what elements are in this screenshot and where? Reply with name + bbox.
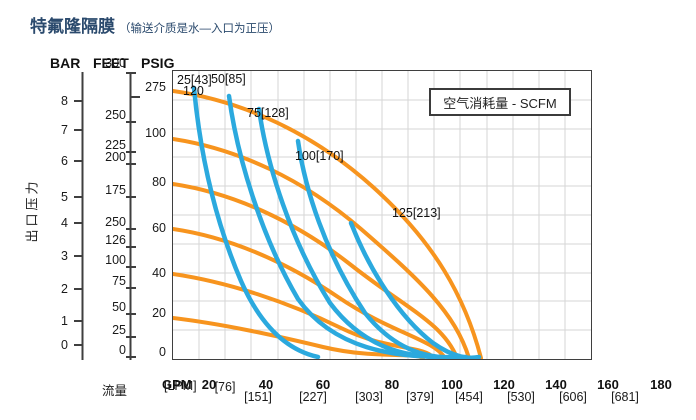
air-curve-25: [191, 85, 321, 359]
gpm-tick-label: 40: [258, 377, 274, 392]
lpm-tick-label: [151]: [244, 390, 272, 404]
y-axis-label: 出口压力: [24, 178, 40, 243]
feet-tick-label: 300: [105, 56, 126, 70]
pump-curve-60: [173, 227, 447, 359]
bar-tick-label: 2: [61, 282, 68, 296]
feet-tick-label: 250: [105, 108, 126, 122]
bar-tick-marks: [74, 100, 83, 346]
page-subtitle: （输送介质是水—入口为正压）: [119, 23, 280, 35]
feet-tick-label: 25: [112, 323, 126, 337]
psig-tick-label: 40: [152, 266, 166, 280]
psig-tick-label: 100: [145, 126, 166, 140]
lpm-tick-label: [379]: [406, 390, 434, 404]
psig-tick-label: 0: [159, 345, 166, 359]
feet-tick-label: 225: [105, 138, 126, 152]
feet-axis-header: FEET: [93, 55, 129, 71]
pump-curve-120: [173, 89, 483, 359]
air-curve-125-label: 125[213]: [392, 206, 441, 220]
feet-tick-label: 0: [119, 343, 126, 357]
lpm-tick-label: [76]: [214, 380, 236, 394]
left-axis-lines: [74, 72, 140, 360]
gpm-tick-label: 180: [650, 377, 672, 392]
psig-tick-label: 80: [152, 175, 166, 189]
air-curve-50: [226, 93, 439, 359]
feet-tick-label: 200: [105, 150, 126, 164]
bar-axis-header: BAR: [50, 55, 81, 71]
lpm-tick-label: [530]: [507, 390, 535, 404]
pump-curve-80: [173, 182, 459, 359]
bar-feet-axis-line: [81, 72, 132, 360]
legend-box: 空气消耗量 - SCFM: [429, 88, 571, 116]
feet-tick-label: 75: [112, 274, 126, 288]
bar-tick-label: 8: [61, 94, 68, 108]
bar-tick-label: 5: [61, 190, 68, 204]
feet-tick-label: 175: [105, 183, 126, 197]
air-curve-100-label: 100[170]: [295, 149, 344, 163]
gpm-tick-label: 160: [597, 377, 619, 392]
x-axis-unit-gpm: GPM: [162, 377, 192, 392]
bar-tick-label: 6: [61, 154, 68, 168]
feet-tick-label: 50: [112, 300, 126, 314]
legend-label: 空气消耗量 - SCFM: [443, 95, 557, 111]
feet-tick-label: 126: [105, 233, 126, 247]
air-curve-75-label: 75[128]: [247, 106, 289, 120]
curves-canvas: [173, 71, 591, 359]
bar-tick-label: 0: [61, 338, 68, 352]
x-axis-unit-lpm: [LPM]: [164, 379, 197, 393]
psig-axis-header: PSIG: [141, 55, 175, 71]
gpm-tick-label: 100: [441, 377, 463, 392]
air-curve-75: [256, 106, 454, 359]
bar-tick-label: 4: [61, 216, 68, 230]
lpm-tick-label: [303]: [355, 390, 383, 404]
feet-tick-label: 100: [105, 253, 126, 267]
gpm-tick-label: 140: [545, 377, 567, 392]
air-curve-125: [348, 220, 482, 359]
bar-tick-label: 7: [61, 123, 68, 137]
pump-curve-100: [173, 137, 471, 359]
chart-title-row: 特氟隆隔膜 （输送介质是水—入口为正压）: [30, 12, 280, 37]
gpm-tick-label: 80: [384, 377, 400, 392]
bar-tick-label: 1: [61, 314, 68, 328]
lpm-tick-label: [454]: [455, 390, 483, 404]
x-axis-label: 流量: [102, 384, 128, 398]
air-curve-100: [295, 138, 469, 359]
air-curve-50-label: 50[85]: [211, 72, 246, 86]
gpm-tick-label: 20: [201, 377, 217, 392]
air-curve-25-label: 25[43]: [177, 73, 212, 87]
feet-tick-label: 250: [105, 215, 126, 229]
lpm-tick-label: [681]: [611, 390, 639, 404]
psig-tick-label: 275: [145, 80, 166, 94]
plot-area: [172, 70, 592, 360]
gpm-tick-label: 120: [493, 377, 515, 392]
bar-tick-label: 3: [61, 249, 68, 263]
psig-tick-label: 60: [152, 221, 166, 235]
pump-curve-120-label: 120: [183, 84, 204, 98]
page-title: 特氟隆隔膜: [30, 17, 115, 36]
feet-tick-marks: [126, 72, 140, 358]
lpm-tick-label: [227]: [299, 390, 327, 404]
psig-tick-label: 20: [152, 306, 166, 320]
lpm-tick-label: [606]: [559, 390, 587, 404]
gpm-tick-label: 60: [315, 377, 331, 392]
